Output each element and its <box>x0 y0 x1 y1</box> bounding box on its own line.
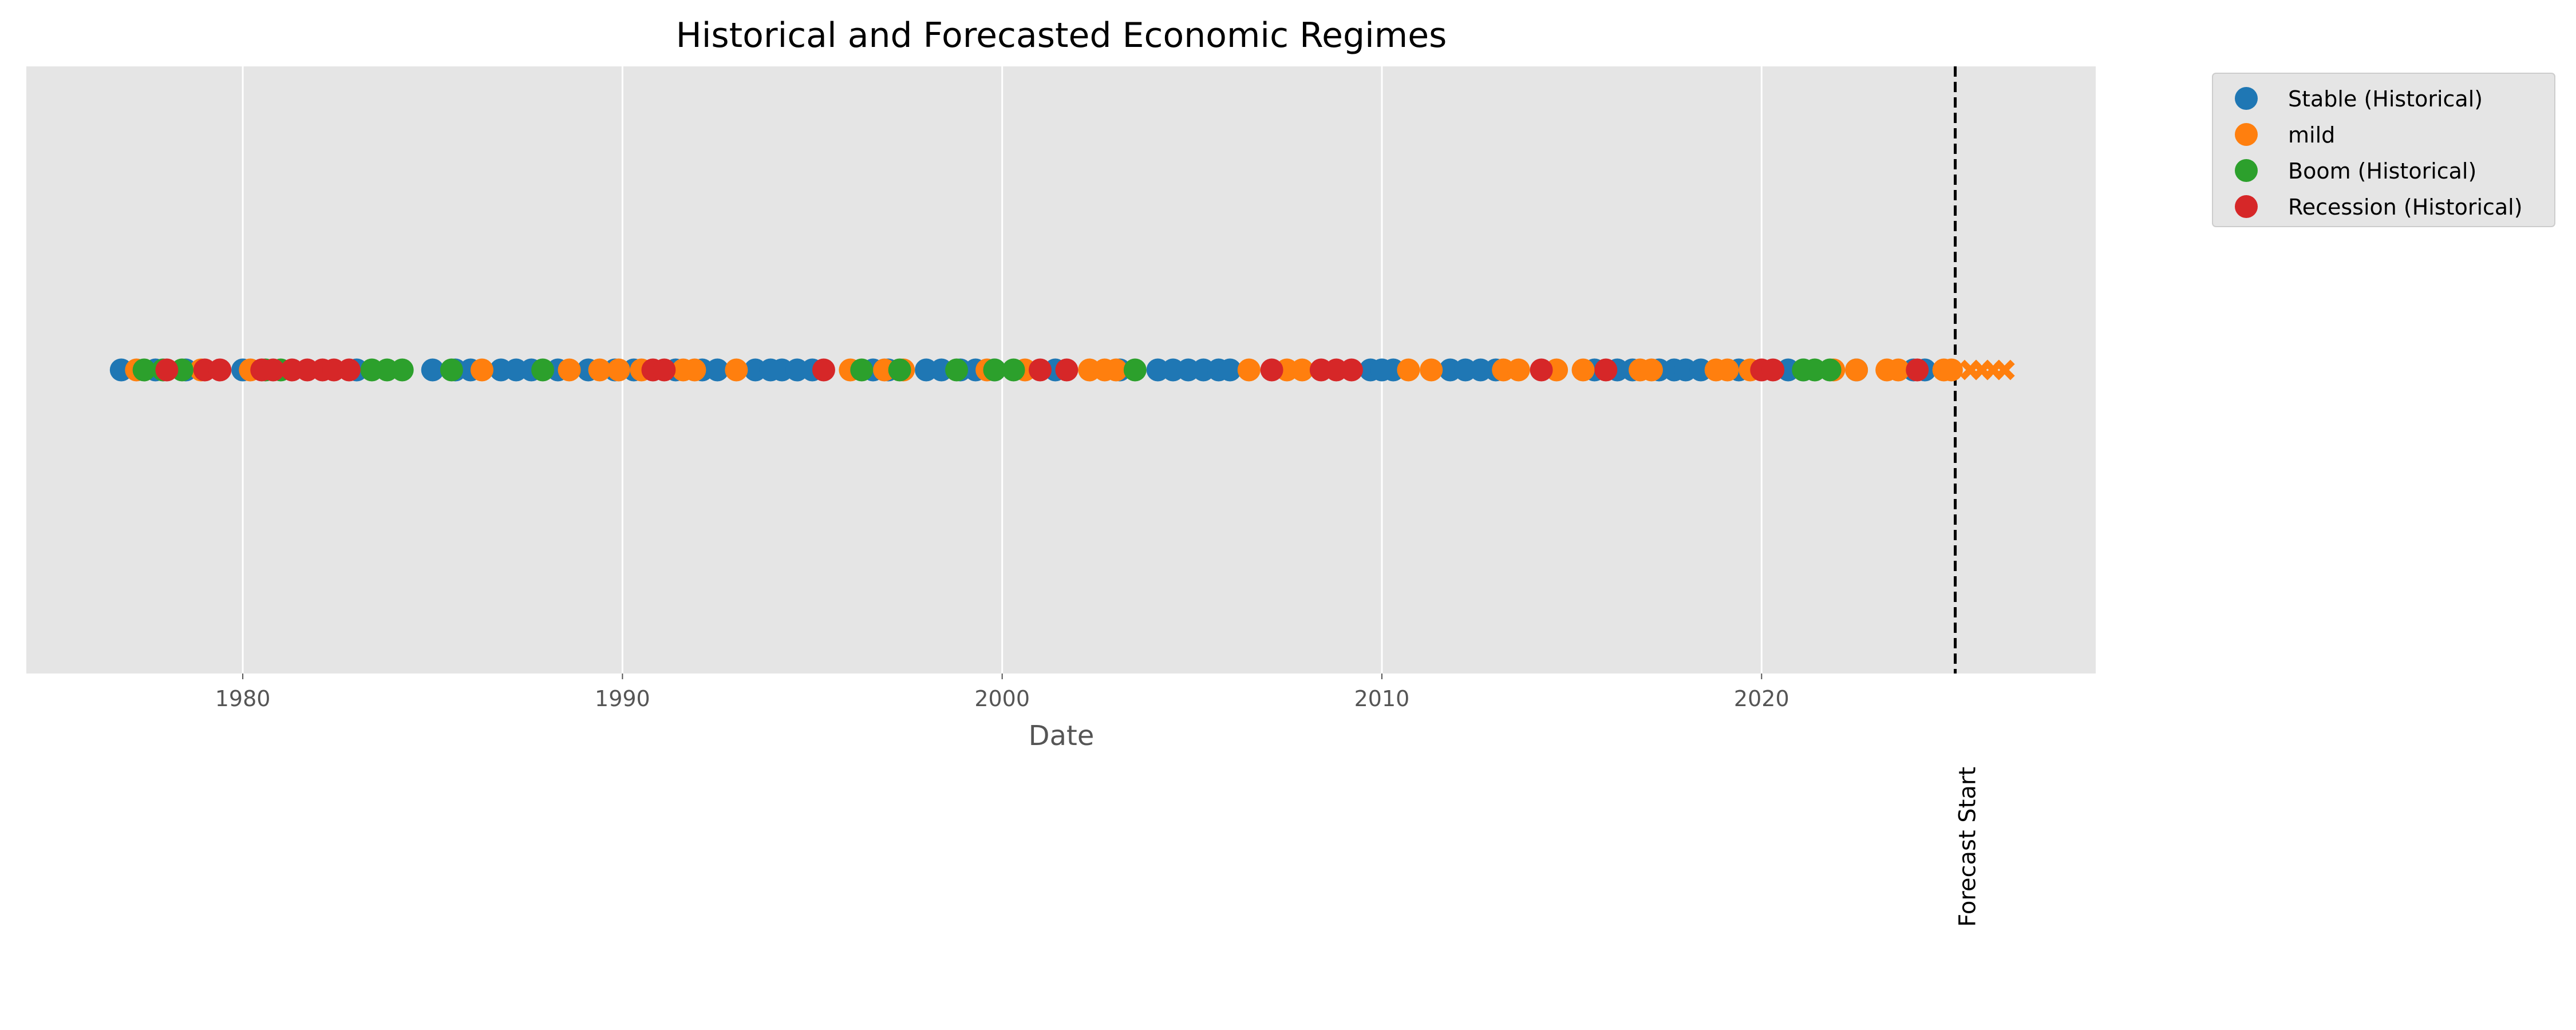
x-tick-label: 1990 <box>595 686 650 711</box>
data-point <box>1716 358 1739 382</box>
data-point <box>208 358 232 382</box>
legend-label: Recession (Historical) <box>2288 195 2523 220</box>
data-point <box>725 358 748 382</box>
data-point <box>653 358 676 382</box>
x-axis-ticks: 1980 1990 2000 2010 2020 <box>215 674 1789 711</box>
data-point <box>1260 358 1283 382</box>
data-point <box>558 358 581 382</box>
x-axis-label: Date <box>1029 720 1095 752</box>
data-point <box>1939 358 1963 382</box>
data-point <box>850 358 874 382</box>
data-point <box>1420 358 1443 382</box>
data-point <box>945 358 969 382</box>
data-point <box>1594 358 1618 382</box>
data-points <box>109 358 2015 382</box>
data-point <box>1571 358 1595 382</box>
data-point <box>1397 358 1420 382</box>
data-point <box>1887 358 1910 382</box>
data-point <box>1818 358 1842 382</box>
data-point <box>1029 358 1052 382</box>
data-point <box>607 358 630 382</box>
chart-title: Historical and Forecasted Economic Regim… <box>676 15 1447 56</box>
legend-marker <box>2235 195 2258 218</box>
data-point <box>1290 358 1314 382</box>
data-point <box>1507 358 1530 382</box>
legend: Stable (Historical) mild Boom (Historical)… <box>2212 73 2555 227</box>
x-tick-label: 2020 <box>1734 686 1789 711</box>
data-point <box>421 358 444 382</box>
data-point <box>337 358 361 382</box>
data-point <box>155 358 179 382</box>
legend-marker <box>2235 123 2258 146</box>
data-point <box>1639 358 1663 382</box>
data-point <box>1340 358 1363 382</box>
x-tick-label: 2000 <box>974 686 1030 711</box>
x-tick-label: 2010 <box>1354 686 1410 711</box>
data-point <box>1123 358 1147 382</box>
legend-marker <box>2235 87 2258 110</box>
legend-box <box>2212 73 2555 227</box>
data-point <box>1055 358 1078 382</box>
data-point <box>132 358 156 382</box>
legend-label: Boom (Historical) <box>2288 159 2476 184</box>
data-point <box>588 358 611 382</box>
x-tick-label: 1980 <box>215 686 271 711</box>
data-point <box>812 358 835 382</box>
data-point <box>706 358 729 382</box>
legend-label: mild <box>2288 122 2335 148</box>
data-point <box>470 358 493 382</box>
data-point <box>531 358 555 382</box>
data-point <box>683 358 706 382</box>
forecast-point <box>1994 359 2015 381</box>
data-point <box>983 358 1006 382</box>
data-point <box>888 358 911 382</box>
forecast-start-label: Forecast Start <box>1955 767 1981 927</box>
data-point <box>1761 358 1785 382</box>
legend-label: Stable (Historical) <box>2288 86 2483 112</box>
data-point <box>1845 358 1868 382</box>
data-point <box>1002 358 1025 382</box>
data-point <box>262 358 285 382</box>
data-point <box>1237 358 1261 382</box>
data-point <box>1530 358 1553 382</box>
legend-marker <box>2235 159 2258 182</box>
data-point <box>1218 358 1242 382</box>
data-point <box>440 358 463 382</box>
data-point <box>1906 358 1929 382</box>
data-point <box>390 358 414 382</box>
data-point <box>1104 358 1128 382</box>
